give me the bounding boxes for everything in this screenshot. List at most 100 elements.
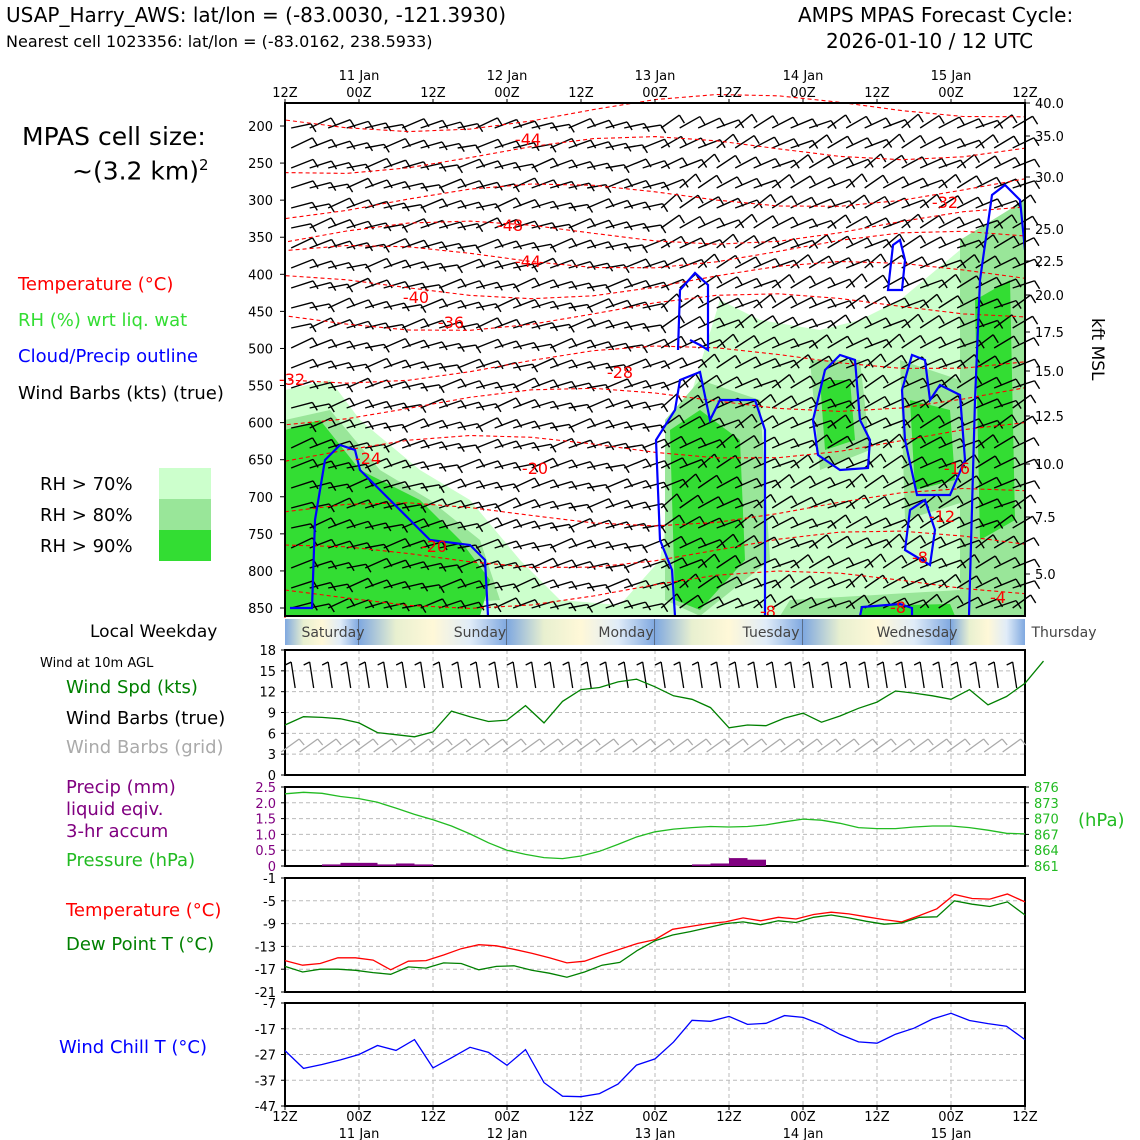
wind-barb-flag [716, 174, 723, 184]
wind-barb-flag [807, 254, 814, 264]
wind-barb-grid-flag [520, 738, 527, 746]
wind-barb [827, 378, 850, 389]
wind-barb-flag [531, 463, 539, 473]
wind-barb-flag [553, 379, 560, 389]
wind-barb [790, 218, 813, 229]
wind-barb [993, 156, 1016, 169]
wind-barb [734, 356, 757, 369]
wind-barb-flag [645, 580, 652, 589]
wind-barb-flag [717, 496, 725, 506]
wind-barb-flag [1033, 558, 1041, 568]
wind-barb-flag [828, 555, 835, 565]
wind-barb [716, 476, 738, 489]
precip-bar [747, 859, 766, 866]
wind-barb [1012, 258, 1035, 269]
wind-barb [364, 179, 388, 189]
wind-barb-grid [817, 738, 837, 753]
wind-barb-true-flag [987, 661, 995, 666]
wind-barb [550, 502, 572, 509]
wind-barb-flag [330, 160, 338, 170]
date-label-top: 15 Jan [931, 69, 972, 84]
wind-barb-flag [901, 554, 908, 564]
time-label-top: 00Z [642, 86, 668, 101]
wind-barb-flag [676, 493, 683, 503]
wind-barb-flag [790, 195, 798, 205]
wind-barb-flag [977, 196, 984, 206]
wind-barb [975, 134, 994, 149]
wind-barb-flag [917, 513, 924, 523]
wind-barb [734, 177, 758, 189]
wind-barb [475, 260, 499, 269]
wind-barb-flag [497, 360, 504, 370]
wind-barb [790, 539, 813, 549]
wind-barb [327, 162, 350, 169]
wind-barb [845, 258, 869, 269]
wind-barb [993, 199, 1017, 209]
wind-barb-grid [595, 738, 615, 753]
windchill-label: Wind Chill T (°C) [59, 1037, 207, 1058]
wind-barb-grid-flag [317, 738, 324, 746]
time-label-top: 12Z [272, 86, 298, 101]
wind-barb [771, 538, 795, 549]
wind-barb [364, 257, 388, 269]
wind-barb [586, 498, 610, 509]
wind-barb-flag [848, 157, 855, 167]
wind-barb-flag [475, 444, 482, 454]
wind-barb-flag [346, 383, 354, 393]
wind-barb [327, 197, 350, 209]
wind-barb-grid-flag [1001, 738, 1008, 746]
wind-barb [697, 417, 720, 429]
wind-barb [327, 497, 350, 509]
wind-barb [716, 333, 734, 349]
wind-barb [439, 442, 460, 449]
wind-barb-flag [1013, 435, 1020, 445]
wind-barb-flag [438, 284, 445, 294]
wind-barb-flag [330, 560, 338, 570]
wind-barb-flag [456, 464, 463, 474]
wind-barb [327, 540, 351, 549]
wind-barb-flag [997, 120, 1004, 129]
wind-barb-flag [571, 259, 578, 269]
wind-barb-flag [770, 594, 777, 603]
wind-barb [808, 198, 832, 209]
wind-barb [438, 378, 462, 389]
weekday-cell [285, 619, 359, 645]
wind-barb [457, 358, 480, 369]
wind-barb-flag [571, 381, 578, 390]
wind-barb-flag [772, 315, 779, 325]
wind-barb [568, 539, 591, 549]
wind-barb-grid [706, 738, 726, 753]
wind-barb-flag [349, 440, 356, 450]
wind-barb-true [753, 661, 759, 689]
wind-barb [309, 438, 332, 449]
wind-barb [753, 279, 776, 289]
wind-barb-flag [608, 541, 615, 551]
wind-barb [827, 400, 850, 409]
wind-barb [475, 460, 499, 469]
wind-barb [383, 537, 406, 549]
wind-barb [290, 280, 314, 289]
wind-barb [327, 319, 351, 329]
wind-barb-flag [605, 484, 612, 494]
wind-barb-flag [847, 535, 854, 545]
wind-barb [309, 160, 332, 169]
wind-barb [568, 217, 591, 229]
windchill-line [284, 1012, 1026, 1098]
wind-barb-flag [680, 336, 687, 345]
time-label-top: 12Z [568, 86, 594, 101]
wind-barb [586, 298, 610, 309]
wind-barb [549, 237, 573, 249]
wind-barb [938, 437, 961, 449]
wind-barb-flag [477, 523, 484, 533]
wind-barb-flag [863, 494, 870, 504]
wind-barb-flag [386, 501, 393, 510]
wind-barb-grid [539, 738, 559, 753]
precip-label-2: liquid eqiv. [66, 799, 164, 820]
wind-barb-flag [645, 380, 652, 389]
wind-barb-flag [882, 274, 889, 284]
wind-barb-flag [829, 577, 836, 586]
wind-barb [993, 135, 1015, 149]
wind-barb-flag [459, 321, 467, 331]
wind-barb [346, 477, 369, 489]
wind-barb [808, 319, 832, 329]
